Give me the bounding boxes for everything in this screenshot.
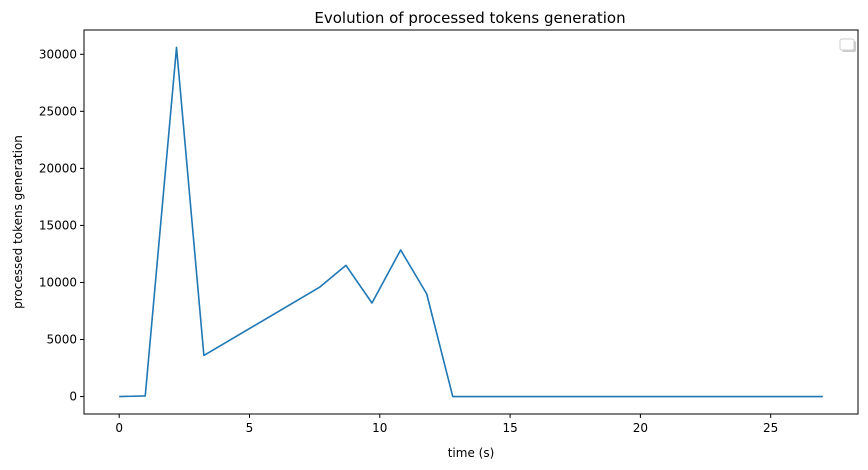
chart-title: Evolution of processed tokens generation — [314, 9, 625, 27]
x-tick-label: 5 — [246, 421, 254, 435]
series-line — [119, 46, 823, 398]
y-tick-label: 10000 — [39, 275, 77, 289]
x-tick-label: 20 — [633, 421, 648, 435]
y-tick-label: 15000 — [39, 218, 77, 232]
y-tick-label: 0 — [69, 390, 77, 404]
ticks-layer: 0 5 10 15 20 25 0 5000 10000 15000 20000 25000 30000 — [39, 47, 779, 435]
y-tick-label: 5000 — [46, 333, 77, 347]
y-axis-label: processed tokens generation — [11, 135, 25, 309]
x-tick-label: 10 — [372, 421, 387, 435]
x-tick-label: 15 — [502, 421, 517, 435]
legend-box — [839, 38, 855, 51]
series-layer — [119, 46, 823, 398]
plot-frame — [83, 29, 859, 415]
legend — [839, 38, 856, 52]
x-tick-label: 0 — [115, 421, 123, 435]
y-tick-label: 20000 — [39, 161, 77, 175]
y-tick-label: 30000 — [39, 47, 77, 61]
x-axis-label: time (s) — [448, 446, 495, 460]
x-tick-label: 25 — [763, 421, 778, 435]
y-tick-label: 25000 — [39, 104, 77, 118]
